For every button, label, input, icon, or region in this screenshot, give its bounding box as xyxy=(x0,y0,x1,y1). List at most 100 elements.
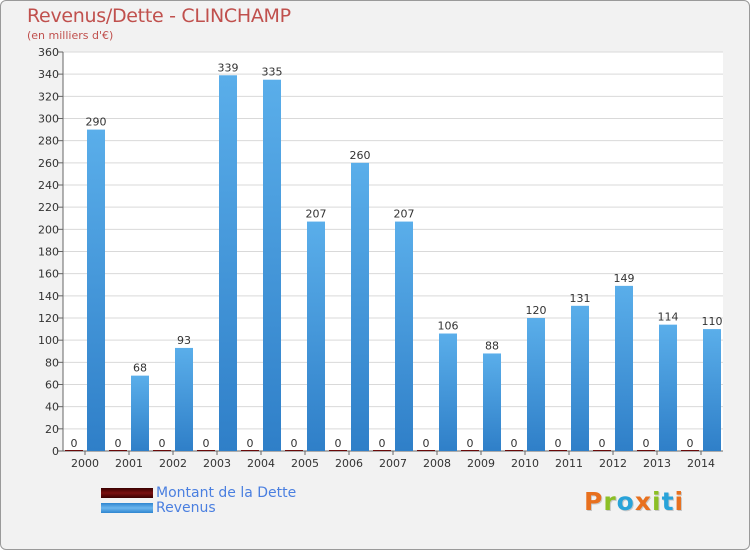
dette-bar xyxy=(241,450,259,451)
dette-data-label: 0 xyxy=(467,437,474,450)
x-tick-label: 2011 xyxy=(555,457,583,470)
revenus-data-label: 93 xyxy=(177,334,191,347)
logo-letter: o xyxy=(616,487,635,516)
logo-letter: r xyxy=(603,487,617,516)
y-tick-label: 340 xyxy=(38,68,59,81)
dette-bar xyxy=(417,450,435,451)
logo-letter: x xyxy=(634,487,652,516)
x-tick-label: 2003 xyxy=(203,457,231,470)
x-tick-label: 2000 xyxy=(71,457,99,470)
revenus-data-label: 207 xyxy=(306,208,327,221)
y-tick-label: 180 xyxy=(38,246,59,259)
dette-bar xyxy=(329,450,347,451)
revenus-data-label: 207 xyxy=(394,208,415,221)
dette-data-label: 0 xyxy=(71,437,78,450)
legend-label-revenus: Revenus xyxy=(156,500,216,516)
legend-label-dette: Montant de la Dette xyxy=(156,485,297,501)
revenus-bar xyxy=(351,162,369,452)
proxiti-logo: Proxiti xyxy=(584,487,684,516)
y-tick-label: 360 xyxy=(38,46,59,59)
revenus-bar xyxy=(615,285,633,451)
revenus-bar xyxy=(175,347,193,451)
dette-bar xyxy=(153,450,171,451)
dette-data-label: 0 xyxy=(291,437,298,450)
y-tick-label: 140 xyxy=(38,290,59,303)
y-tick-label: 80 xyxy=(45,356,59,369)
dette-bar xyxy=(505,450,523,451)
revenus-bar xyxy=(395,221,413,451)
y-tick-label: 280 xyxy=(38,135,59,148)
revenus-data-label: 68 xyxy=(133,362,147,375)
dette-bar xyxy=(637,450,655,451)
dette-data-label: 0 xyxy=(555,437,562,450)
legend: Montant de la Dette Revenus xyxy=(101,486,296,516)
y-tick-label: 160 xyxy=(38,268,59,281)
y-tick-label: 240 xyxy=(38,179,59,192)
x-tick-label: 2009 xyxy=(467,457,495,470)
revenus-data-label: 149 xyxy=(614,272,635,285)
legend-swatch-dette xyxy=(101,488,153,498)
dette-data-label: 0 xyxy=(115,437,122,450)
x-tick-label: 2001 xyxy=(115,457,143,470)
x-tick-label: 2008 xyxy=(423,457,451,470)
y-tick-label: 320 xyxy=(38,90,59,103)
dette-bar xyxy=(373,450,391,451)
x-tick-label: 2005 xyxy=(291,457,319,470)
revenus-data-label: 260 xyxy=(350,149,371,162)
dette-bar xyxy=(285,450,303,451)
revenus-bar xyxy=(219,75,237,452)
logo-letter: i xyxy=(674,487,685,516)
x-tick-label: 2013 xyxy=(643,457,671,470)
revenus-bar xyxy=(307,221,325,451)
revenus-bar xyxy=(439,333,457,451)
y-tick-label: 120 xyxy=(38,312,59,325)
dette-data-label: 0 xyxy=(379,437,386,450)
x-tick-label: 2002 xyxy=(159,457,187,470)
revenus-bar xyxy=(571,305,589,451)
dette-data-label: 0 xyxy=(247,437,254,450)
y-tick-label: 0 xyxy=(52,445,59,458)
dette-data-label: 0 xyxy=(511,437,518,450)
x-tick-label: 2014 xyxy=(687,457,715,470)
revenus-data-label: 335 xyxy=(262,66,283,79)
logo-letter: t xyxy=(661,487,675,516)
revenus-data-label: 339 xyxy=(218,61,239,74)
y-tick-label: 260 xyxy=(38,157,59,170)
dette-data-label: 0 xyxy=(599,437,606,450)
revenus-bar xyxy=(703,329,721,451)
legend-item-dette: Montant de la Dette xyxy=(101,486,296,501)
dette-data-label: 0 xyxy=(159,437,166,450)
x-tick-label: 2006 xyxy=(335,457,363,470)
y-tick-label: 220 xyxy=(38,201,59,214)
x-tick-label: 2010 xyxy=(511,457,539,470)
y-tick-label: 40 xyxy=(45,401,59,414)
legend-item-revenus: Revenus xyxy=(101,501,296,516)
revenus-data-label: 106 xyxy=(438,320,459,333)
dette-bar xyxy=(197,450,215,451)
revenus-data-label: 88 xyxy=(485,339,499,352)
revenus-bar xyxy=(87,129,105,452)
chart-title: Revenus/Dette - CLINCHAMP xyxy=(27,5,291,27)
legend-swatch-revenus xyxy=(101,503,153,513)
dette-bar xyxy=(65,450,83,451)
revenus-bar xyxy=(483,353,501,451)
logo-letter: P xyxy=(584,487,604,516)
x-tick-label: 2007 xyxy=(379,457,407,470)
dette-data-label: 0 xyxy=(423,437,430,450)
revenus-data-label: 131 xyxy=(570,292,591,305)
revenus-data-label: 110 xyxy=(702,315,723,328)
revenus-bar xyxy=(527,318,545,451)
revenus-data-label: 290 xyxy=(86,116,107,129)
revenus-bar xyxy=(263,79,281,451)
y-tick-label: 100 xyxy=(38,334,59,347)
dette-data-label: 0 xyxy=(687,437,694,450)
y-tick-label: 200 xyxy=(38,223,59,236)
dette-data-label: 0 xyxy=(643,437,650,450)
dette-bar xyxy=(461,450,479,451)
revenus-data-label: 120 xyxy=(526,304,547,317)
logo-letter: i xyxy=(652,487,662,516)
revenus-bar xyxy=(659,324,677,451)
dette-bar xyxy=(109,450,127,451)
